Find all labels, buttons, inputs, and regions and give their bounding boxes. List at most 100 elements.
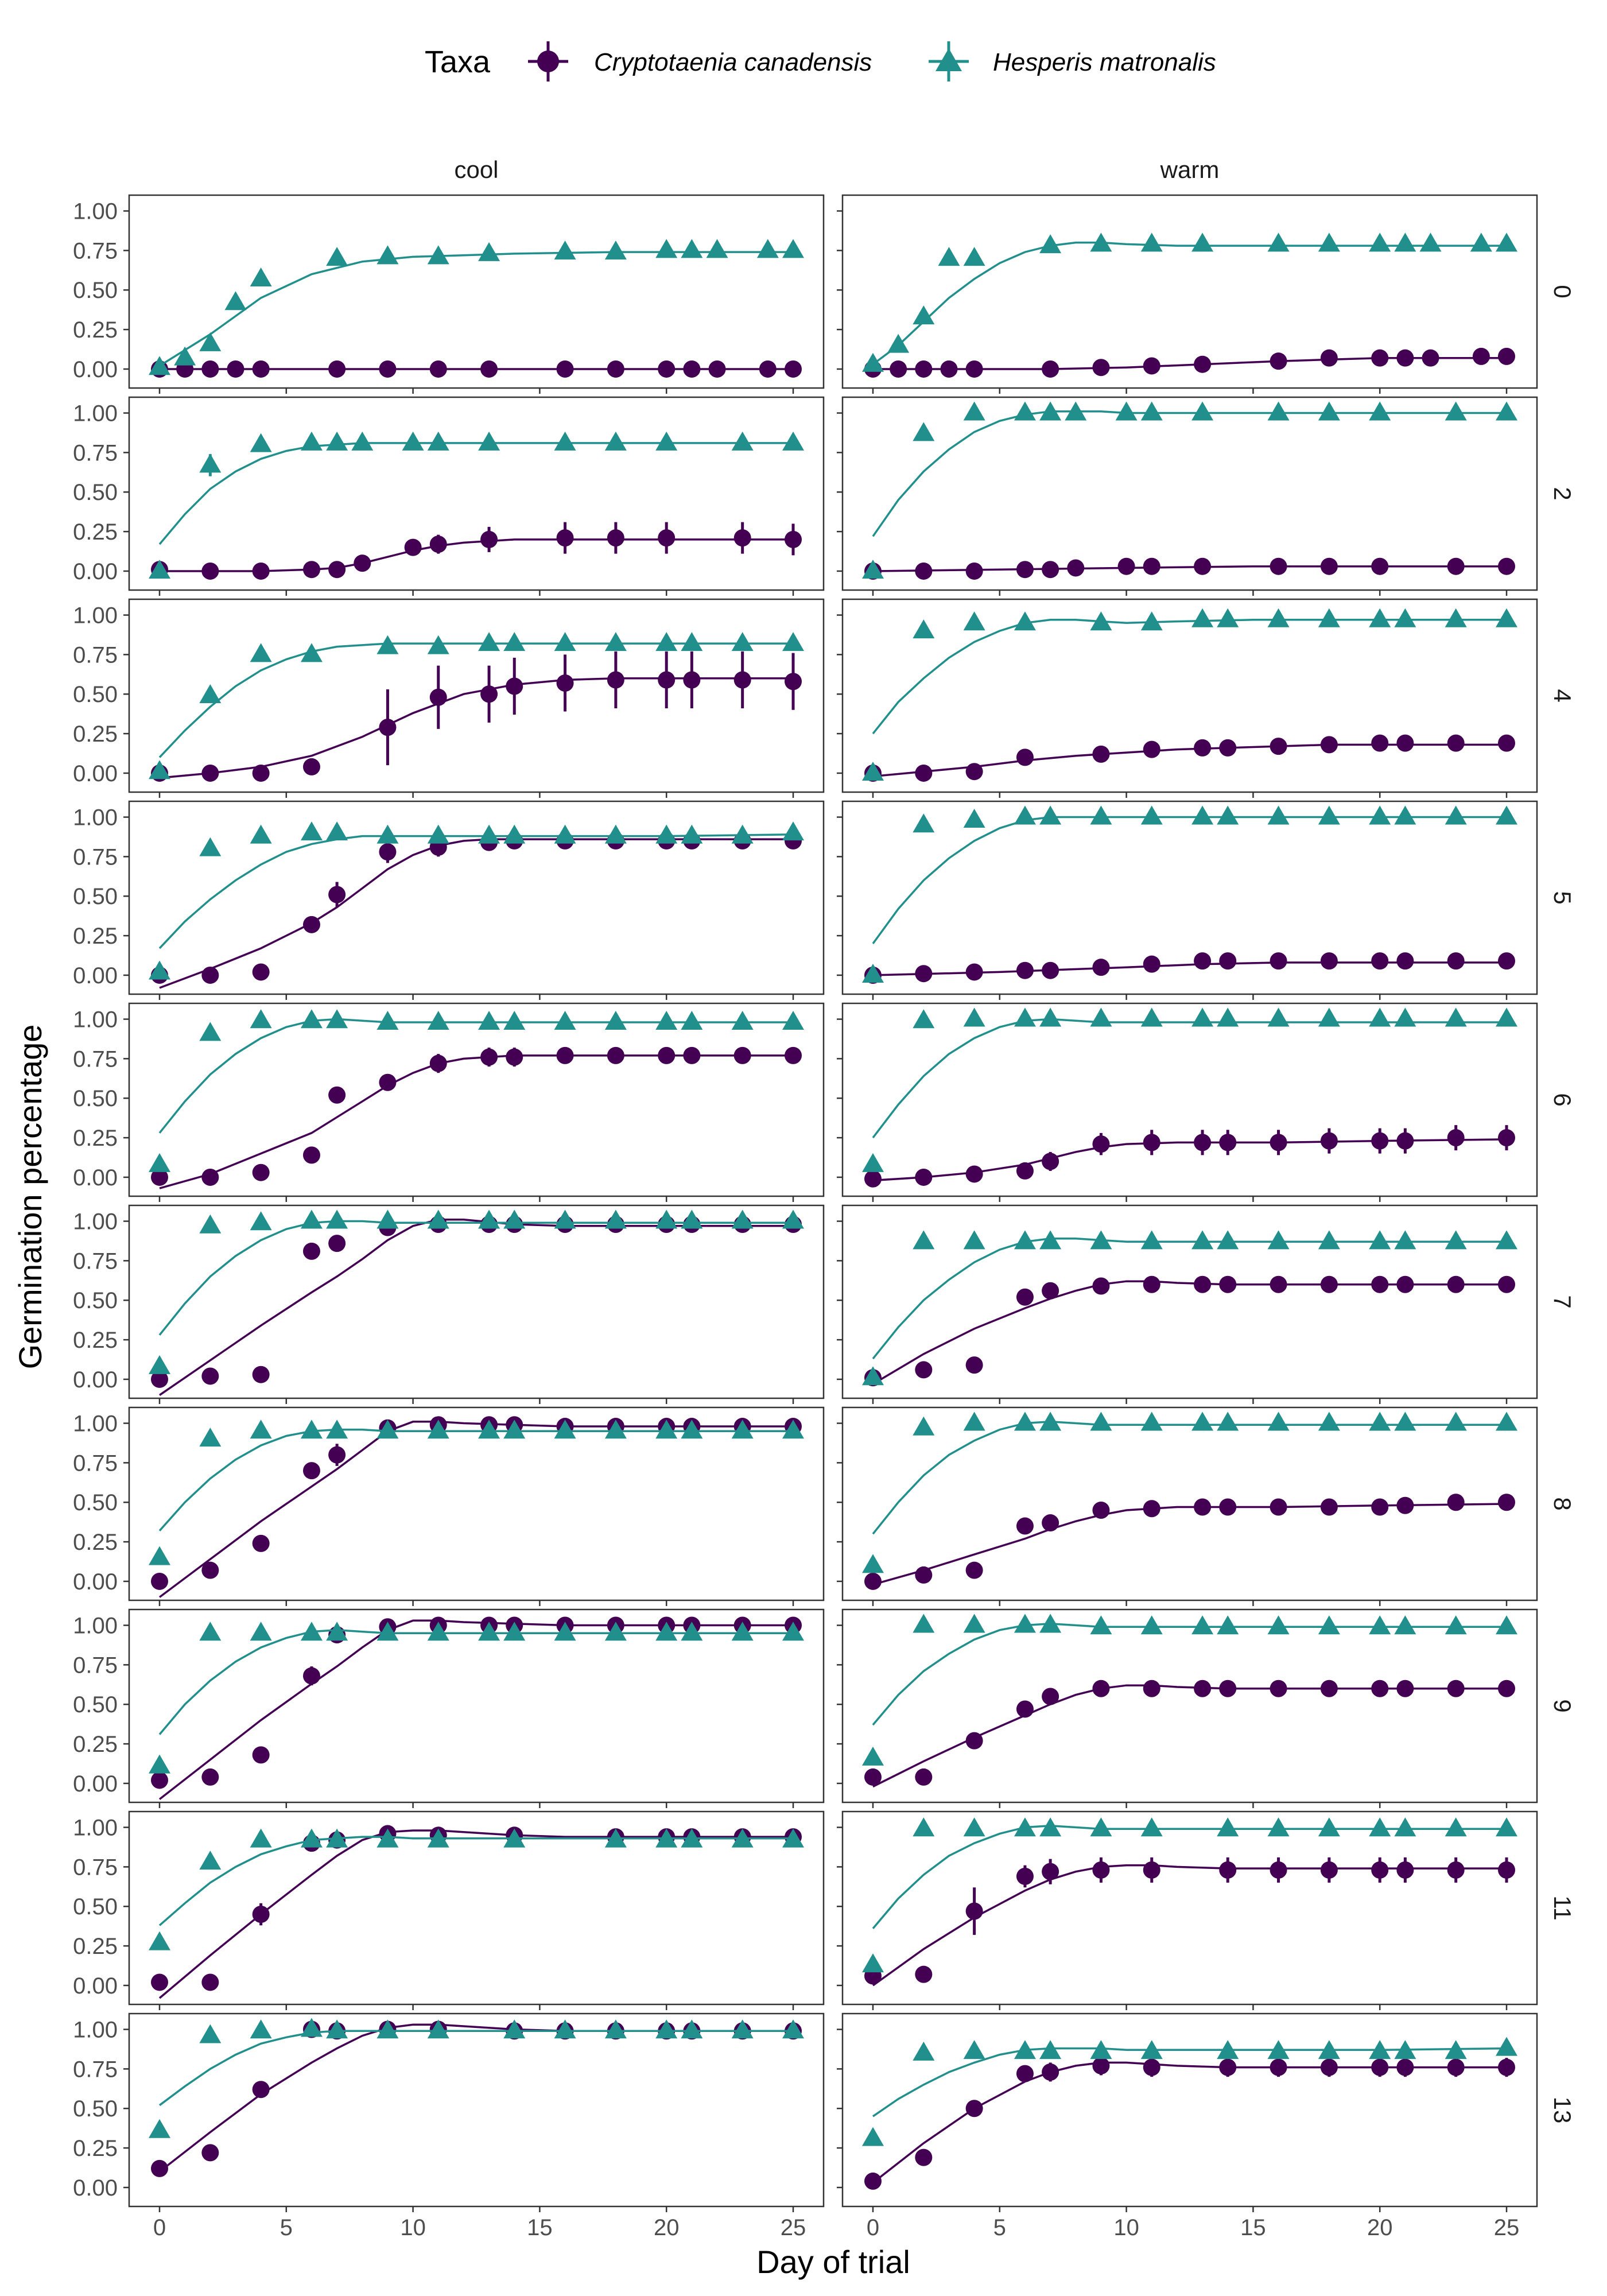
hesperis-point: [681, 1209, 703, 1229]
hesperis-point: [963, 809, 985, 828]
y-tick-label: 1.00: [73, 1614, 118, 1639]
y-tick-label: 0.00: [73, 1165, 118, 1190]
hesperis-point: [148, 559, 170, 579]
hesperis-point: [1445, 805, 1467, 825]
hesperis-point: [503, 632, 526, 651]
hesperis-point: [427, 245, 449, 265]
hesperis-point: [655, 431, 678, 451]
hesperis-point: [250, 1828, 272, 1848]
hesperis-point: [963, 1007, 985, 1027]
x-axis-cool: 0 5 10 15 20 25: [153, 388, 806, 2240]
cryptotaenia-point: [1498, 1129, 1516, 1147]
cryptotaenia-point: [1498, 734, 1516, 752]
panel-cool-4: [128, 598, 825, 793]
cryptotaenia-point: [1396, 1132, 1414, 1150]
hesperis-point: [1369, 1615, 1391, 1635]
hesperis-point: [1267, 1615, 1290, 1635]
hesperis-point: [913, 1614, 935, 1633]
cryptotaenia-point: [658, 671, 676, 689]
hesperis-point: [604, 2019, 627, 2039]
y-tick-label: 0.25: [73, 317, 118, 343]
panel-warm-11: [841, 1810, 1538, 2006]
cryptotaenia-point: [1143, 1134, 1160, 1151]
x-tick-label: 10: [1113, 2215, 1139, 2240]
panel-cool-2: [128, 396, 825, 591]
cryptotaenia-point: [965, 2100, 983, 2117]
cryptotaenia-point: [1396, 2058, 1414, 2076]
hesperis-point: [503, 1420, 526, 1439]
hesperis-point: [554, 1209, 576, 1229]
hesperis-point: [427, 431, 449, 451]
cryptotaenia-point: [785, 673, 802, 691]
y-tick-label: 0.75: [73, 1046, 118, 1072]
cryptotaenia-point: [915, 1168, 933, 1186]
hesperis-point: [376, 1622, 399, 1641]
y-tick-label: 0.50: [73, 1894, 118, 1919]
cryptotaenia-point: [1016, 1867, 1034, 1885]
hesperis-point: [1496, 1411, 1518, 1431]
y-tick-label: 0.75: [73, 1450, 118, 1476]
hesperis-point: [199, 332, 222, 351]
hesperis-point: [148, 1153, 170, 1172]
cryptotaenia-point: [1016, 1700, 1034, 1718]
y-tick-label: 0.50: [73, 480, 118, 505]
hesperis-point: [148, 2119, 170, 2138]
hesperis-point: [655, 1209, 678, 1229]
hesperis-point: [199, 837, 222, 856]
hesperis-point: [963, 1817, 985, 1837]
hesperis-point: [1191, 1615, 1214, 1635]
hesperis-point: [681, 824, 703, 844]
cryptotaenia-point: [1042, 2063, 1059, 2081]
cryptotaenia-point: [1042, 1863, 1059, 1880]
cryptotaenia-point: [1092, 2057, 1110, 2074]
hesperis-point: [655, 1828, 678, 1848]
hesperis-point: [1369, 1817, 1391, 1837]
panel-warm-8: [841, 1406, 1538, 1601]
cryptotaenia-fit-line: [158, 1829, 793, 1999]
y-axis-row-5: 0.00 0.25 0.50 0.75 1.00: [73, 805, 843, 988]
cryptotaenia-point: [302, 1667, 320, 1685]
cryptotaenia-fit-line: [159, 838, 793, 989]
y-tick-label: 0.25: [73, 924, 118, 949]
cryptotaenia-point: [1498, 1275, 1516, 1293]
cryptotaenia-point: [1447, 952, 1465, 970]
cryptotaenia-point: [252, 1746, 270, 1764]
cryptotaenia-point: [1320, 349, 1338, 367]
cryptotaenia-point: [1194, 557, 1212, 575]
x-tick-label: 25: [1494, 2215, 1520, 2240]
y-axis-title: Germination percentage: [12, 1025, 48, 1370]
hesperis-point: [731, 632, 754, 651]
cryptotaenia-point: [1396, 1275, 1414, 1293]
hesperis-point: [478, 632, 500, 651]
hesperis-point: [782, 1209, 805, 1229]
hesperis-point: [478, 431, 500, 451]
y-tick-label: 1.00: [73, 1411, 118, 1437]
hesperis-point: [913, 1416, 935, 1436]
panel-frame: [841, 1406, 1538, 1601]
hesperis-point: [427, 824, 449, 844]
y-tick-label: 0.75: [73, 844, 118, 870]
y-axis-row-7: 0.00 0.25 0.50 0.75 1.00: [73, 1209, 843, 1393]
hesperis-point: [782, 1011, 805, 1030]
cryptotaenia-point: [201, 764, 219, 782]
cryptotaenia-point: [1371, 1132, 1389, 1150]
cryptotaenia-point: [785, 360, 802, 378]
hesperis-point: [1217, 805, 1239, 825]
panel-cool-5: [128, 800, 825, 995]
hesperis-point: [554, 2019, 576, 2039]
cryptotaenia-point: [150, 1370, 168, 1388]
hesperis-point: [681, 2019, 703, 2039]
cryptotaenia-point: [506, 677, 523, 695]
hesperis-point: [1369, 401, 1391, 421]
hesperis-point: [300, 431, 323, 451]
cryptotaenia-point: [890, 360, 907, 378]
hesperis-point: [1445, 608, 1467, 627]
cryptotaenia-point: [1042, 961, 1059, 979]
cryptotaenia-point: [1092, 359, 1110, 377]
hesperis-point: [250, 1009, 272, 1029]
y-tick-label: 0.50: [73, 2096, 118, 2122]
hesperis-point: [1394, 1007, 1416, 1027]
hesperis-point: [1318, 1230, 1340, 1250]
cryptotaenia-point: [1396, 952, 1414, 970]
hesperis-point: [554, 241, 576, 260]
